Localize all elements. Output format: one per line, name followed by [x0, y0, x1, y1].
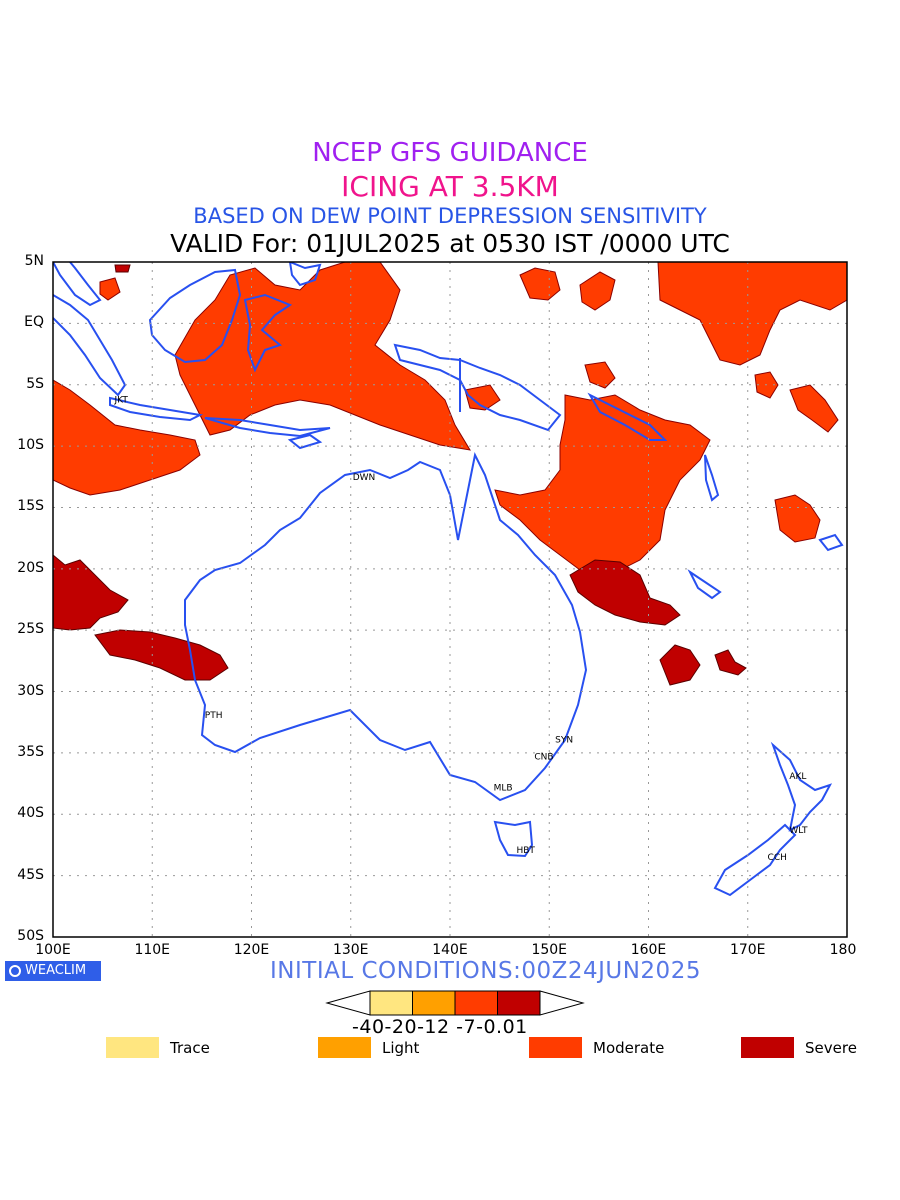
city-label: PTH	[205, 711, 223, 721]
grid-lines	[53, 262, 847, 937]
lat-label: 5S	[26, 375, 44, 392]
tasmania-coastline	[493, 820, 534, 858]
solomon-coastline	[587, 392, 668, 441]
lat-label: 5N	[24, 253, 44, 269]
lat-label: 30S	[17, 682, 44, 699]
valid-time: VALID For: 01JUL2025 at 0530 IST /0000 U…	[170, 229, 730, 258]
lon-label: 180	[829, 942, 857, 958]
city-label: AKL	[789, 772, 806, 782]
icing-moderate-area	[174, 262, 471, 451]
city-label: WLT	[789, 826, 808, 836]
lon-label: 160E	[630, 942, 667, 958]
lon-label: 120E	[233, 942, 270, 958]
icing-severe-area	[94, 629, 229, 681]
mindanao-coastline	[288, 262, 322, 287]
weaclim-logo: WEACLIM	[5, 961, 101, 981]
lon-label: 140E	[432, 942, 468, 958]
colorbar-tick-labels: -40-20-12 -7-0.01	[352, 1016, 528, 1038]
lat-label: 40S	[17, 805, 44, 822]
lat-label: 35S	[17, 743, 44, 760]
lat-label: 15S	[17, 498, 44, 515]
sumatra-coastline	[53, 294, 127, 397]
lon-label: 100E	[35, 942, 71, 958]
legend-label: Light	[382, 1039, 420, 1057]
city-label: SYN	[555, 735, 573, 745]
lesser-sunda-coastline	[204, 417, 331, 438]
logo-ring-icon	[9, 965, 21, 977]
legend-label: Trace	[170, 1039, 210, 1057]
lon-label: 110E	[134, 942, 171, 958]
lon-label: 130E	[332, 942, 369, 958]
legend-swatch	[318, 1037, 371, 1058]
icing-moderate-area	[579, 271, 616, 311]
chart-subtitle: ICING AT 3.5KM	[341, 170, 559, 203]
icing-moderate-area	[789, 384, 839, 433]
icing-moderate-area	[99, 277, 121, 301]
lat-label: EQ	[24, 314, 44, 331]
city-label: MLB	[494, 783, 513, 793]
timor-coastline	[287, 433, 323, 450]
new-zealand-south-coastline	[713, 823, 797, 897]
legend-swatch	[741, 1037, 794, 1058]
icing-severe-area	[659, 644, 701, 686]
java-coastline	[109, 396, 204, 422]
icing-moderate-area	[657, 262, 847, 366]
fiji-coastline	[818, 533, 844, 552]
lat-label: 45S	[17, 866, 44, 883]
borneo-coastline	[148, 268, 242, 364]
lat-label: 50S	[17, 928, 44, 944]
icing-moderate-area	[584, 361, 616, 389]
city-label: HBT	[516, 846, 535, 856]
method-note: BASED ON DEW POINT DEPRESSION SENSITIVIT…	[193, 204, 707, 228]
legend-label: Severe	[805, 1039, 857, 1057]
icing-moderate-area	[774, 494, 821, 543]
legend-swatch	[529, 1037, 582, 1058]
logo-text: WEACLIM	[25, 963, 87, 978]
lon-label: 170E	[729, 942, 766, 958]
icing-severe-area	[53, 554, 129, 631]
lon-label: 150E	[531, 942, 568, 958]
sulawesi-coastline	[243, 293, 293, 373]
lat-label: 20S	[17, 559, 44, 576]
chart-title: NCEP GFS GUIDANCE	[312, 138, 588, 168]
city-label: CNB	[534, 753, 553, 763]
new-zealand-north-coastline	[770, 741, 833, 832]
icing-severe-area	[569, 559, 681, 626]
vanuatu-coastline	[704, 454, 720, 502]
icing-moderate-area	[53, 379, 201, 496]
initial-conditions: INITIAL CONDITIONS:00Z24JUN2025	[270, 958, 701, 984]
icing-moderate-area	[519, 267, 561, 301]
legend-swatch	[106, 1037, 159, 1058]
lat-label: 25S	[17, 621, 44, 638]
icing-severe-area	[714, 649, 747, 676]
city-label: CCH	[768, 853, 787, 863]
legend-label: Moderate	[593, 1039, 665, 1057]
icing-severe-area	[114, 264, 131, 273]
icing-moderate-area	[464, 384, 501, 411]
malay-peninsula-coastline	[53, 262, 102, 307]
new-caledonia-coastline	[687, 569, 722, 600]
city-label: DWN	[353, 473, 376, 483]
icing-areas	[53, 262, 847, 686]
lat-label: 10S	[17, 437, 44, 454]
map-frame	[52, 261, 848, 938]
city-label: JKT	[113, 395, 128, 405]
